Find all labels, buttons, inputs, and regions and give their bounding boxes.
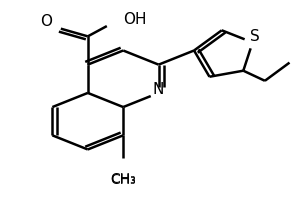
Text: N: N <box>153 82 164 97</box>
Text: O: O <box>40 14 52 29</box>
Text: CH₃: CH₃ <box>110 173 136 187</box>
Text: S: S <box>250 29 260 44</box>
Text: CH₃: CH₃ <box>110 172 136 186</box>
Text: OH: OH <box>123 12 147 27</box>
